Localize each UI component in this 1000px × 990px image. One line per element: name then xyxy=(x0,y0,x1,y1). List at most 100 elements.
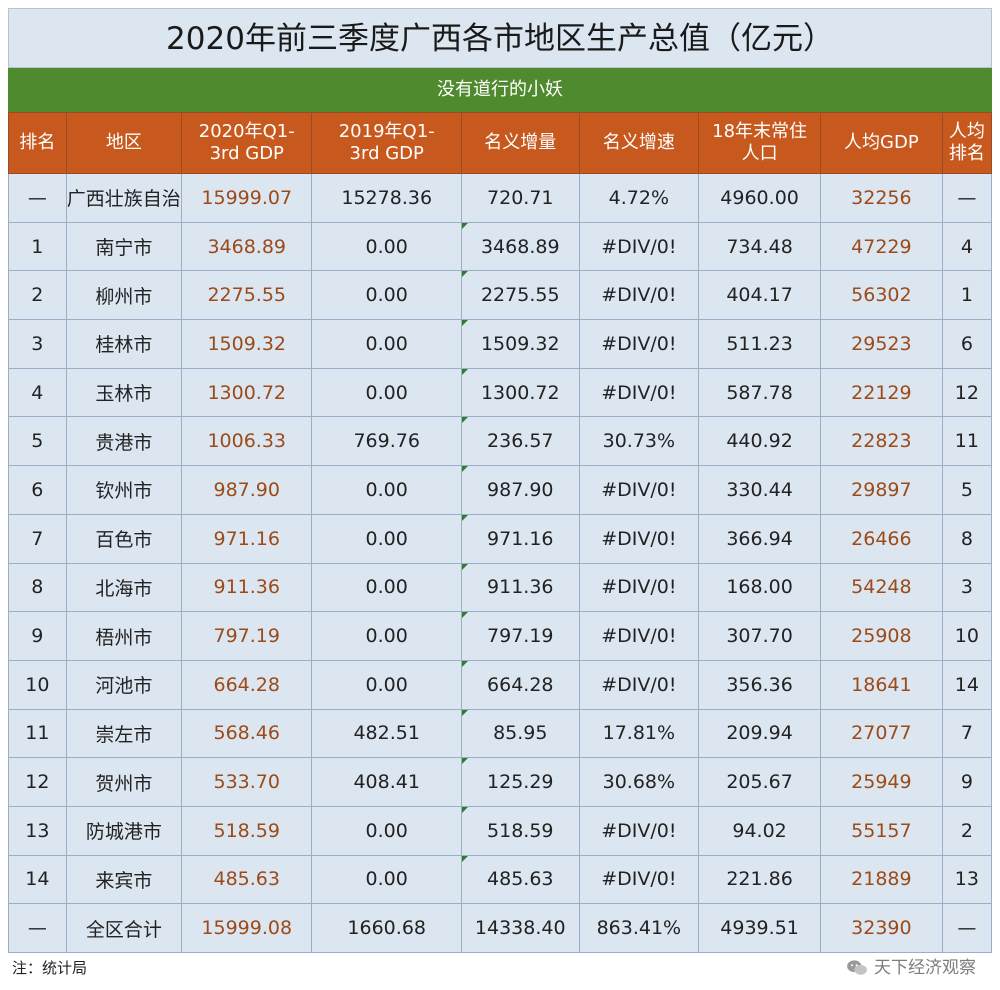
cell-per-capita: 26466 xyxy=(819,513,943,564)
cell-increase: 1509.32 xyxy=(461,319,580,369)
table-row: 9 梧州市 797.19 0.00 797.19 #DIV/0! 307.70 25908 10 xyxy=(8,611,993,661)
cell-gdp2020: 15999.07 xyxy=(181,173,313,223)
header-rank: 排名 xyxy=(8,112,67,174)
cell-pc-rank: — xyxy=(941,173,993,223)
cell-increase: 518.59 xyxy=(461,805,580,856)
cell-population: 307.70 xyxy=(698,611,821,661)
cell-pc-rank: 2 xyxy=(941,805,993,856)
cell-rank: 14 xyxy=(8,854,67,905)
cell-increase: 125.29 xyxy=(461,757,580,807)
cell-gdp2019: 0.00 xyxy=(311,611,462,661)
cell-region: 贺州市 xyxy=(65,757,183,807)
cell-increase: 664.28 xyxy=(461,659,580,710)
table-row: 3 桂林市 1509.32 0.00 1509.32 #DIV/0! 511.23 29523… xyxy=(8,319,993,369)
cell-increase: 720.71 xyxy=(461,173,580,223)
cell-region: 南宁市 xyxy=(65,221,183,272)
cell-pc-rank: 5 xyxy=(941,465,993,515)
table-body: — 广西壮族自治区 15999.07 15278.36 720.71 4.72% 4960.… xyxy=(8,173,993,953)
cell-region: 贵港市 xyxy=(65,416,183,467)
cell-rate: #DIV/0! xyxy=(578,513,700,564)
cell-per-capita: 54248 xyxy=(819,562,943,613)
cell-gdp2020: 664.28 xyxy=(181,659,313,710)
cell-rank: 2 xyxy=(8,270,67,321)
cell-region: 全区合计 xyxy=(65,903,183,953)
source-note: 注：统计局 xyxy=(12,959,88,977)
header-rate: 名义增速 xyxy=(578,112,700,174)
cell-gdp2020: 971.16 xyxy=(181,513,313,564)
cell-population: 205.67 xyxy=(698,757,821,807)
cell-gdp2020: 568.46 xyxy=(181,708,313,759)
cell-population: 168.00 xyxy=(698,562,821,613)
cell-region: 河池市 xyxy=(65,659,183,710)
header-gdp2019-line1: 2019年Q1- xyxy=(338,121,435,142)
cell-gdp2019: 0.00 xyxy=(311,659,462,710)
cell-gdp2020: 1006.33 xyxy=(181,416,313,467)
table-row: 10 河池市 664.28 0.00 664.28 #DIV/0! 356.36 18641 1… xyxy=(8,659,993,710)
cell-rate: #DIV/0! xyxy=(578,854,700,905)
cell-increase: 2275.55 xyxy=(461,270,580,321)
cell-rank: 11 xyxy=(8,708,67,759)
cell-gdp2020: 1509.32 xyxy=(181,319,313,369)
cell-rank: — xyxy=(8,173,67,223)
header-population: 18年末常住 人口 xyxy=(698,112,821,174)
cell-rank: — xyxy=(8,903,67,953)
cell-pc-rank: 3 xyxy=(941,562,993,613)
cell-rank: 13 xyxy=(8,805,67,856)
cell-gdp2020: 3468.89 xyxy=(181,221,313,272)
cell-rate: #DIV/0! xyxy=(578,319,700,369)
cell-population: 356.36 xyxy=(698,659,821,710)
cell-rate: 863.41% xyxy=(578,903,700,953)
cell-pc-rank: 6 xyxy=(941,319,993,369)
header-pc-rank-line1: 人均 xyxy=(948,121,985,142)
cell-per-capita: 25949 xyxy=(819,757,943,807)
cell-region: 钦州市 xyxy=(65,465,183,515)
cell-rate: #DIV/0! xyxy=(578,270,700,321)
cell-rate: #DIV/0! xyxy=(578,562,700,613)
cell-population: 4939.51 xyxy=(698,903,821,953)
cell-rate: 4.72% xyxy=(578,173,700,223)
cell-rank: 4 xyxy=(8,367,67,418)
cell-region: 广西壮族自治区 xyxy=(65,173,200,223)
cell-population: 94.02 xyxy=(698,805,821,856)
cell-gdp2020: 911.36 xyxy=(181,562,313,613)
cell-pc-rank: 14 xyxy=(941,659,993,710)
cell-rank: 7 xyxy=(8,513,67,564)
cell-gdp2019: 769.76 xyxy=(311,416,462,467)
cell-pc-rank: 9 xyxy=(941,757,993,807)
cell-region: 防城港市 xyxy=(65,805,183,856)
cell-population: 209.94 xyxy=(698,708,821,759)
cell-rate: #DIV/0! xyxy=(578,805,700,856)
table-row: 4 玉林市 1300.72 0.00 1300.72 #DIV/0! 587.78 22129… xyxy=(8,367,993,418)
cell-gdp2019: 1660.68 xyxy=(311,903,462,953)
cell-rank: 8 xyxy=(8,562,67,613)
cell-population: 221.86 xyxy=(698,854,821,905)
cell-region: 百色市 xyxy=(65,513,183,564)
cell-per-capita: 22129 xyxy=(819,367,943,418)
cell-per-capita: 22823 xyxy=(819,416,943,467)
cell-region: 北海市 xyxy=(65,562,183,613)
wechat-icon xyxy=(847,960,867,975)
cell-gdp2020: 797.19 xyxy=(181,611,313,661)
cell-rank: 1 xyxy=(8,221,67,272)
cell-gdp2019: 0.00 xyxy=(311,562,462,613)
cell-gdp2019: 0.00 xyxy=(311,513,462,564)
cell-gdp2020: 15999.08 xyxy=(181,903,313,953)
table-row: — 全区合计 15999.08 1660.68 14338.40 863.41% 4939.… xyxy=(8,903,993,953)
header-gdp2019: 2019年Q1- 3rd GDP xyxy=(311,112,462,174)
cell-per-capita: 25908 xyxy=(819,611,943,661)
cell-region: 来宾市 xyxy=(65,854,183,905)
cell-population: 734.48 xyxy=(698,221,821,272)
cell-gdp2019: 482.51 xyxy=(311,708,462,759)
cell-per-capita: 29523 xyxy=(819,319,943,369)
cell-rank: 5 xyxy=(8,416,67,467)
cell-population: 366.94 xyxy=(698,513,821,564)
table-row: 11 崇左市 568.46 482.51 85.95 17.81% 209.94 27077 7 xyxy=(8,708,993,759)
cell-population: 511.23 xyxy=(698,319,821,369)
cell-increase: 85.95 xyxy=(461,708,580,759)
watermark: 天下经济观察 xyxy=(846,952,976,984)
cell-gdp2020: 533.70 xyxy=(181,757,313,807)
cell-pc-rank: 13 xyxy=(941,854,993,905)
header-gdp2020: 2020年Q1- 3rd GDP xyxy=(181,112,313,174)
cell-gdp2020: 1300.72 xyxy=(181,367,313,418)
cell-increase: 14338.40 xyxy=(461,903,580,953)
